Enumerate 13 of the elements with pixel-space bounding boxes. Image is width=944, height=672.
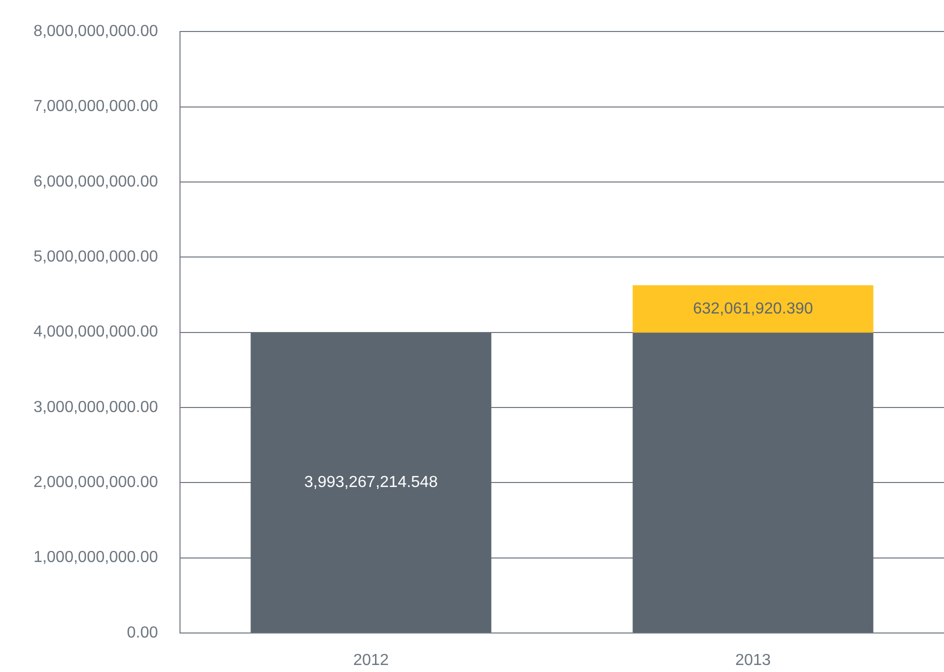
x-tick-label: 2013	[735, 652, 771, 670]
y-tick-label: 1,000,000,000.00	[33, 549, 158, 566]
data-label: 632,061,920.390	[692, 300, 814, 318]
data-label: 3,993,267,214.548	[304, 474, 438, 492]
y-tick-label: 7,000,000,000.00	[33, 98, 158, 116]
y-tick-label: 4,000,000,000.00	[33, 324, 158, 341]
y-tick-label: 2,000,000,000.00	[33, 474, 158, 492]
y-tick-label: 5,000,000,000.00	[33, 248, 158, 266]
y-tick-label: 0.00	[126, 624, 158, 642]
y-tick-label: 8,000,000,000.00	[33, 23, 158, 40]
x-tick-label: 2012	[353, 652, 389, 670]
y-tick-label: 6,000,000,000.00	[33, 173, 158, 190]
y-tick-label: 3,000,000,000.00	[33, 398, 158, 416]
